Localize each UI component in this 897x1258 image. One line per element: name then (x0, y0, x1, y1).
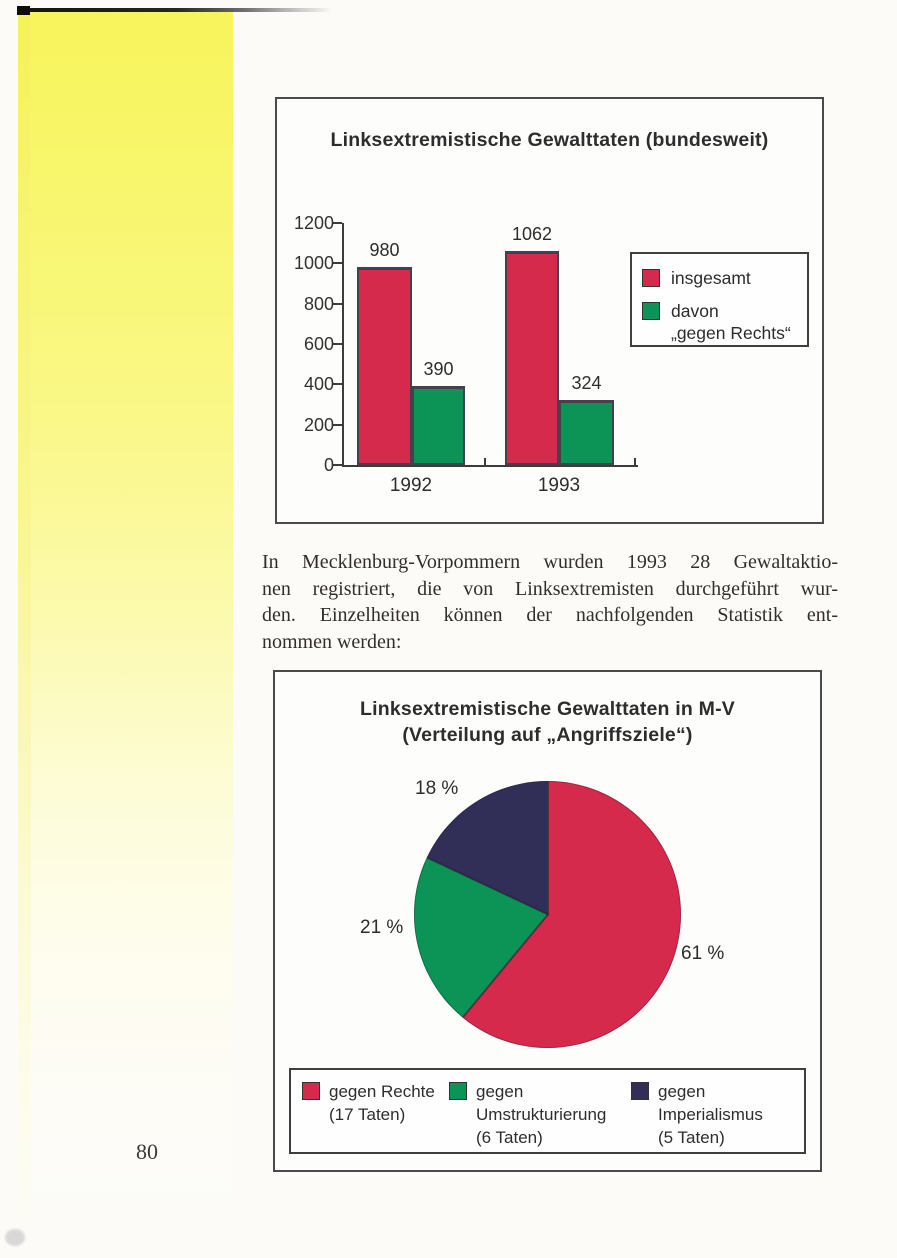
body-text-line: In Mecklenburg-Vorpommern wurden 1993 28… (262, 551, 838, 573)
y-axis (342, 223, 344, 467)
y-tick-label: 800 (303, 293, 334, 314)
legend-label-line: gegen Rechte (329, 1082, 435, 1101)
legend-label-line: davon (671, 301, 719, 321)
pie-slice-divider (461, 913, 549, 1019)
pie-chart-frame: Linksextremistische Gewalttaten in M-V (… (273, 670, 822, 1172)
pie-chart-title-line-2: (Verteilung auf „Angriffsziele“) (402, 724, 693, 746)
legend-item-gegen-rechte-17-taten: gegen Rechte (17 Taten) (302, 1080, 435, 1126)
legend-label-line: (6 Taten) (476, 1128, 543, 1147)
body-paragraph: In Mecklenburg-Vorpommern wurden 1993 28… (262, 549, 838, 655)
pie-percent-label-gegen-rechte: 61 % (681, 943, 725, 964)
y-tick-label: 200 (303, 414, 334, 435)
scan-artifact-line (18, 8, 333, 12)
legend-label-line: (5 Taten) (658, 1128, 725, 1147)
body-text-line: nen registriert, die von Linksextremiste… (262, 577, 838, 600)
x-axis-tick (484, 458, 486, 465)
red-swatch-icon (302, 1082, 320, 1100)
legend-label-line: (17 Taten) (329, 1105, 406, 1124)
pie-slice-divider (426, 856, 548, 916)
bar-value-label: 1062 (511, 224, 553, 244)
x-category-label: 1993 (537, 475, 581, 496)
x-axis (342, 465, 638, 467)
bar-1993-insgesamt (505, 251, 559, 465)
legend-label: davon „gegen Rechts“ (671, 300, 791, 344)
green-swatch-icon (449, 1082, 467, 1100)
scan-artifact-blob (17, 6, 30, 15)
legend-label-line: insgesamt (671, 268, 751, 288)
y-tick-label: 600 (303, 334, 334, 354)
pie-graphic (414, 781, 681, 1048)
navy-swatch-icon (631, 1082, 649, 1100)
pie-chart-legend: gegen Rechte (17 Taten) gegen Umstrukturier… (289, 1068, 806, 1154)
y-tick-label: 0 (323, 455, 334, 475)
y-axis-tick (333, 302, 342, 305)
legend-label-line: „gegen Rechts“ (671, 323, 791, 343)
y-tick-label: 1200 (293, 213, 334, 233)
y-axis-tick (333, 464, 342, 466)
legend-label-line: gegen (476, 1082, 524, 1101)
legend-item-gegen-imperialismus-5-taten: gegen Imperialismus (5 Taten) (631, 1080, 763, 1149)
pie-chart-title: Linksextremistische Gewalttaten in M-V (… (275, 696, 820, 748)
bar-value-label: 324 (571, 373, 602, 393)
body-text-line: den. Einzelheiten können der nachfolgend… (262, 604, 838, 626)
legend-label-line: gegen (658, 1082, 706, 1101)
legend-item-gegen-umstrukturierung-6-taten: gegen Umstrukturierung (6 Taten) (449, 1080, 606, 1149)
y-tick-label: 1000 (293, 253, 334, 274)
scan-artifact-smudge (5, 1229, 25, 1246)
bar-1993-davon-gegen-rechts (559, 400, 614, 465)
y-axis-tick (333, 423, 342, 426)
bar-1992-davon-gegen-rechts (412, 386, 465, 465)
red-swatch-icon (642, 269, 660, 287)
highlight-band-edge (18, 11, 31, 1226)
y-axis-tick (333, 343, 342, 345)
y-tick-label: 400 (303, 374, 334, 395)
y-axis-tick (333, 262, 342, 265)
pie-chart-title-line-1: Linksextremistische Gewalttaten in M-V (360, 698, 735, 720)
page-number: 80 (136, 1139, 158, 1164)
bar-value-label: 980 (369, 240, 400, 260)
bar-chart-title: Linksextremistische Gewalttaten (bundesw… (330, 129, 769, 151)
legend-item-davon-gegen-rechts: davon „gegen Rechts“ (642, 300, 797, 344)
bar-chart-plot: 0 200 400 600 800 1000 1200 980 390 1992 1062 324 19… (277, 99, 822, 522)
bar-chart-frame: Linksextremistische Gewalttaten (bundesw… (275, 97, 824, 524)
body-text-line: nommen werden: (262, 630, 402, 653)
legend-label-line: Imperialismus (658, 1105, 763, 1124)
highlight-band (18, 11, 233, 1246)
x-category-label: 1992 (389, 475, 433, 496)
legend-label: gegen Imperialismus (5 Taten) (658, 1080, 763, 1149)
bar-value-label: 390 (423, 359, 454, 379)
green-swatch-icon (642, 302, 660, 320)
legend-label-line: Umstrukturierung (476, 1105, 607, 1124)
legend-label: gegen Umstrukturierung (6 Taten) (476, 1080, 606, 1149)
y-axis-tick (333, 222, 342, 224)
legend-label: gegen Rechte (17 Taten) (329, 1080, 435, 1126)
pie-percent-label-gegen-umstrukturierung: 21 % (360, 917, 404, 938)
x-axis-tick (634, 458, 636, 465)
pie-slice-divider (546, 781, 549, 915)
bar-1992-insgesamt (357, 267, 412, 465)
legend-item-insgesamt: insgesamt (642, 267, 797, 289)
legend-label: insgesamt (671, 267, 751, 289)
y-axis-tick (333, 383, 342, 386)
pie-percent-label-gegen-imperialismus: 18 % (415, 778, 459, 799)
bar-chart-legend: insgesamt davon „gegen Rechts“ (630, 252, 809, 347)
